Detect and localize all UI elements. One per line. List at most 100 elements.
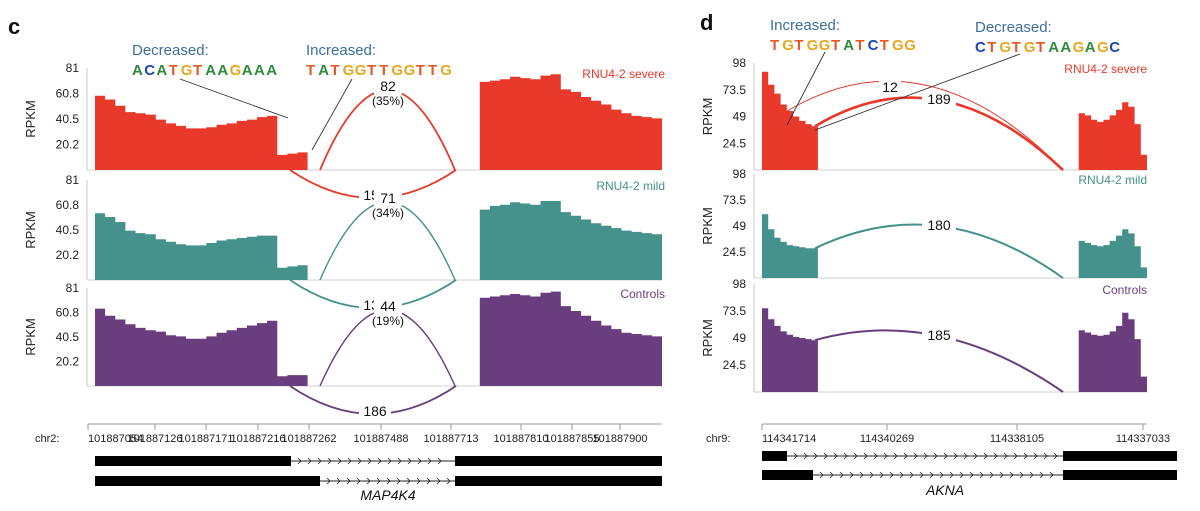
strand-arrow xyxy=(317,457,322,465)
strand-arrow xyxy=(357,457,362,465)
transcript-isoform xyxy=(762,470,1177,480)
y-tick-label: 20.2 xyxy=(56,138,80,152)
junction-label-bg xyxy=(374,78,402,94)
motif-base: C xyxy=(144,62,155,79)
strand-arrow xyxy=(803,452,808,460)
y-tick-label: 60.8 xyxy=(56,198,80,212)
strand-arrow xyxy=(407,457,412,465)
leader-line xyxy=(786,51,826,126)
x-tick-label: 101887855 xyxy=(544,433,599,445)
motif-base: G xyxy=(1097,39,1109,56)
chromosome-label: chr2: xyxy=(35,433,59,445)
strand-arrow xyxy=(833,452,838,460)
motif-base: G xyxy=(819,37,831,54)
junction-count: 185 xyxy=(927,327,951,343)
track-label: RNU4-2 mild xyxy=(596,179,665,193)
motif-base: G xyxy=(807,37,819,54)
strand-arrow xyxy=(1009,471,1014,479)
motif-base: C xyxy=(1109,39,1120,56)
motif-base: T xyxy=(1036,39,1045,56)
strand-arrow xyxy=(1019,471,1024,479)
strand-arrow xyxy=(893,452,898,460)
junction-percent: (35%) xyxy=(372,94,404,108)
strand-arrow xyxy=(326,477,331,485)
junction-label-bg xyxy=(879,80,901,94)
x-tick-label: 101887126 xyxy=(127,433,182,445)
panel-d: d 24.5 49 73.5 98 RPKM RNU4-2 severe 24.5 49 73.5… xyxy=(700,10,1177,498)
motif-annotation: Decreased:A C A T G T A A G A A A xyxy=(132,42,289,119)
exon-block xyxy=(95,456,291,466)
motif-base: A xyxy=(217,62,228,79)
strand-arrow xyxy=(426,477,431,485)
strand-arrow xyxy=(793,452,798,460)
strand-arrow xyxy=(949,471,954,479)
strand-arrow xyxy=(859,471,864,479)
motif-base: G xyxy=(904,37,916,54)
junction-mild: 71(34%)137 xyxy=(289,190,457,313)
track-label: Controls xyxy=(620,287,665,301)
track-label: Controls xyxy=(1102,283,1147,297)
strand-arrow xyxy=(919,471,924,479)
motif-base: T xyxy=(367,62,376,79)
strand-arrow xyxy=(983,452,988,460)
motif-base: G xyxy=(230,62,242,79)
strand-arrow xyxy=(993,452,998,460)
motif-base: T xyxy=(193,62,202,79)
strand-arrow xyxy=(989,471,994,479)
motif-base: A xyxy=(132,62,143,79)
strand-arrow xyxy=(913,452,918,460)
motif-base: A xyxy=(266,62,277,79)
strand-arrow xyxy=(397,457,402,465)
motif-title: Increased: xyxy=(306,42,376,59)
strand-arrow xyxy=(347,457,352,465)
y-tick-label: 81 xyxy=(66,173,80,187)
exon-block xyxy=(1063,470,1177,480)
motif-base: T xyxy=(880,37,889,54)
motif-annotation: Increased:T A T G G T T G G T T G xyxy=(306,42,452,151)
y-tick-label: 98 xyxy=(733,167,747,181)
motif-base: T xyxy=(428,62,437,79)
y-axis-label: RPKM xyxy=(23,318,38,356)
coverage-area xyxy=(762,214,1147,278)
track-mild: 24.5 49 73.5 98 RPKM RNU4-2 mild xyxy=(700,167,1147,279)
motif-base: G xyxy=(782,37,794,54)
y-tick-label: 40.5 xyxy=(56,330,80,344)
x-tick-label: 114341714 xyxy=(762,433,816,445)
strand-arrow xyxy=(386,477,391,485)
track-label: RNU4-2 severe xyxy=(1064,62,1147,76)
strand-arrow xyxy=(417,457,422,465)
motif-base: G xyxy=(1024,39,1036,56)
y-tick-label: 60.8 xyxy=(56,86,80,100)
transcript-isoform xyxy=(95,476,662,486)
strand-arrow xyxy=(963,452,968,460)
x-axis: 114341714 114340269 114338105 114337033 chr9… xyxy=(706,423,1170,445)
motif-base: G xyxy=(355,62,367,79)
junction-label-bg xyxy=(922,325,956,341)
y-axis-label: RPKM xyxy=(23,100,38,138)
leader-line xyxy=(814,53,1021,131)
coverage-area xyxy=(762,308,1147,392)
leader-line xyxy=(179,78,289,119)
y-tick-label: 73.5 xyxy=(723,193,747,207)
y-axis-label: RPKM xyxy=(700,207,715,245)
gene-name: MAP4K4 xyxy=(360,487,415,503)
y-tick-label: 73.5 xyxy=(723,83,747,97)
strand-arrow xyxy=(943,452,948,460)
track-severe: 24.5 49 73.5 98 RPKM RNU4-2 severe xyxy=(700,56,1147,171)
junction-count-top: 44 xyxy=(380,298,396,314)
motif-base: A xyxy=(254,62,265,79)
strand-arrow xyxy=(367,457,372,465)
motif-annotation: Decreased:C T G T G T A A G A G C xyxy=(814,19,1120,131)
strand-arrow xyxy=(1043,452,1048,460)
motif-base: T xyxy=(831,37,840,54)
exon-block xyxy=(455,456,662,466)
strand-arrow xyxy=(889,471,894,479)
y-tick-label: 24.5 xyxy=(723,245,747,259)
strand-arrow xyxy=(416,477,421,485)
motif-base: G xyxy=(892,37,904,54)
strand-arrow xyxy=(1003,452,1008,460)
exon-block xyxy=(455,476,662,486)
junction-controls: 185 xyxy=(814,325,1064,393)
junction-count: 180 xyxy=(927,217,951,233)
junction-severe: 189 12 xyxy=(786,79,1064,171)
